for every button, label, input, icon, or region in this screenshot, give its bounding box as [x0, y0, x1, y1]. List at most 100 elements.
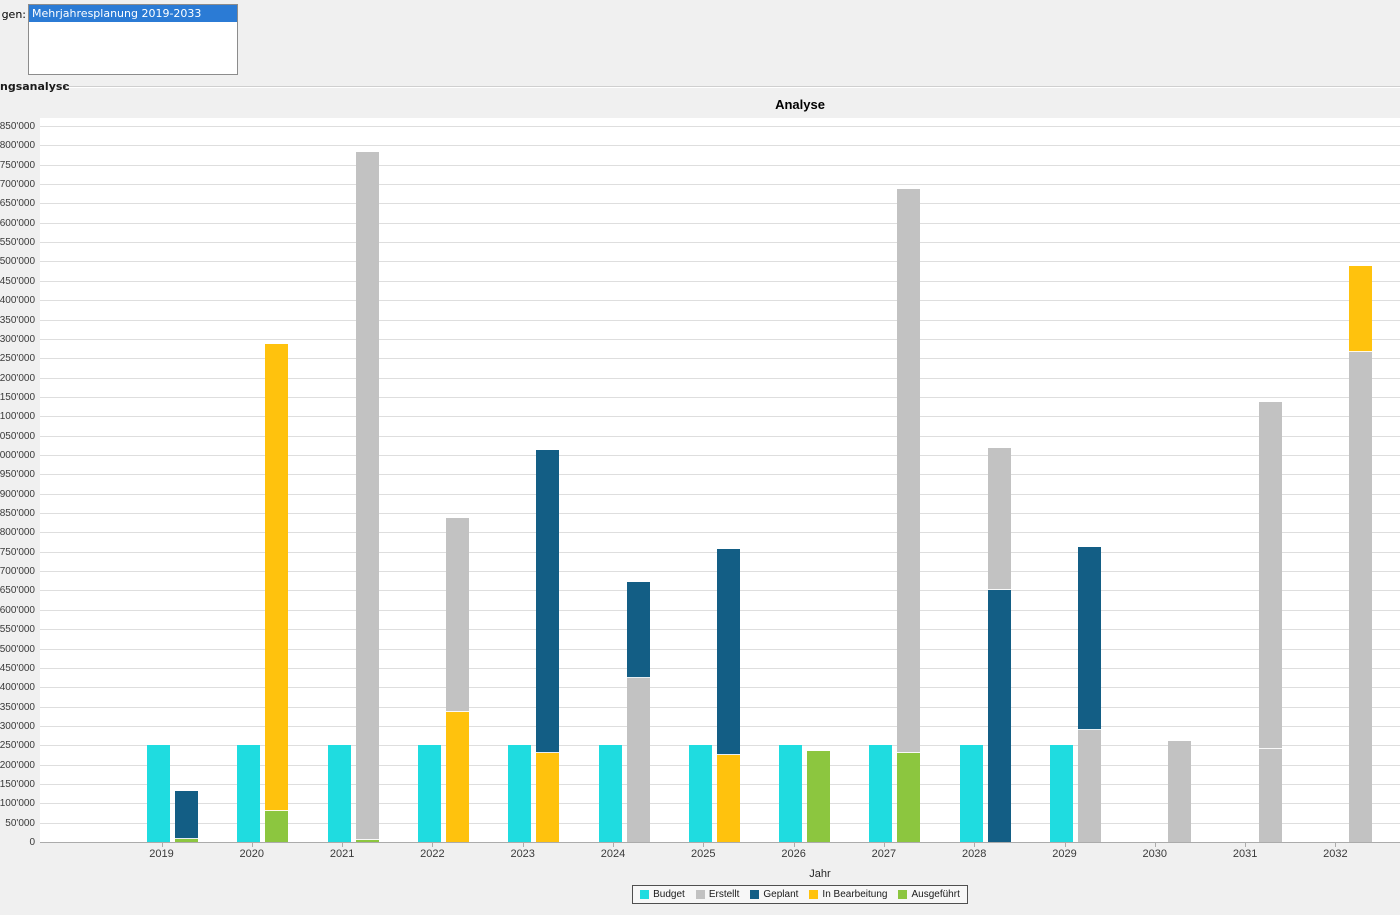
y-tick-label: 550'000: [0, 624, 35, 636]
x-tick-2022: [432, 843, 434, 847]
y-tick-label: 850'000: [0, 508, 35, 520]
y-tick-label: 800'000: [0, 527, 35, 539]
y-tick-label: 300'000: [0, 720, 35, 732]
y-tick-label: 1'050'000: [0, 430, 35, 442]
x-tick-label-2020: 2020: [239, 848, 265, 860]
budget-bar-2029: [1050, 745, 1073, 842]
stack-segment-2027-ausgefuehrt: [897, 752, 921, 842]
legend-label-ausgefuehrt: Ausgeführt: [911, 889, 960, 900]
stack-segment-2023-in-bearbeitung: [536, 752, 560, 842]
budget-bar-2027: [869, 745, 893, 842]
y-tick-label: 1'750'000: [0, 159, 35, 171]
y-tick-label: 0: [29, 837, 35, 848]
y-tick-label: 1'600'000: [0, 217, 35, 229]
y-tick-label: 700'000: [0, 566, 35, 578]
gridline: [40, 358, 1400, 360]
legend-item-ausgefuehrt: Ausgeführt: [898, 889, 960, 900]
y-tick-label: 750'000: [0, 546, 35, 558]
stack-segment-2028-geplant: [987, 590, 1011, 842]
legend-label-in-bearbeitung: In Bearbeitung: [822, 889, 888, 900]
y-tick-label: 400'000: [0, 682, 35, 694]
legend-item-geplant: Geplant: [750, 889, 798, 900]
stack-segment-2022-in-bearbeitung: [445, 712, 469, 842]
legend-item-in-bearbeitung: In Bearbeitung: [809, 889, 887, 900]
budget-bar-2025: [688, 745, 712, 842]
budget-bar-2021: [327, 745, 351, 842]
stack-segment-2021-ausgefuehrt: [355, 840, 379, 842]
gridline: [40, 454, 1400, 456]
x-tick-2028: [974, 843, 976, 847]
y-tick-label: 450'000: [0, 662, 35, 674]
stack-segment-2025-in-bearbeitung: [716, 754, 740, 842]
gridline: [40, 513, 1400, 515]
stack-segment-2022-erstellt: [445, 517, 469, 713]
stack-segment-2032-in-bearbeitung: [1348, 266, 1372, 353]
analysis-chart: Analyse 0 50'000 100'000 150'000 200'000 250'…: [0, 94, 1400, 915]
plan-listbox-item-selected[interactable]: Mehrjahresplanung 2019-2033: [29, 5, 237, 22]
legend-swatch-erstellt: [695, 890, 705, 899]
y-axis-tick-labels: 0 50'000 100'000 150'000 200'000 250'000 300'0…: [0, 118, 38, 855]
y-tick-label: 1'850'000: [0, 121, 35, 132]
y-tick-label: 1'000'000: [0, 449, 35, 461]
legend-box: Budget Erstellt Geplant In Bearbeitung Ausge…: [632, 885, 968, 904]
legend-swatch-budget: [640, 890, 650, 899]
y-tick-label: 150'000: [0, 778, 35, 790]
x-tick-2021: [342, 843, 344, 847]
stack-segment-2024-erstellt: [626, 677, 650, 842]
gridline: [40, 222, 1400, 224]
x-tick-2026: [793, 843, 795, 847]
gridline: [40, 416, 1400, 418]
gridline: [40, 474, 1400, 476]
stack-segment-2019-geplant: [175, 790, 198, 839]
plan-listbox[interactable]: Mehrjahresplanung 2019-2033: [28, 4, 238, 75]
gridline: [40, 145, 1400, 147]
y-tick-label: 100'000: [0, 798, 35, 810]
gridline: [40, 319, 1400, 321]
x-tick-label-2031: 2031: [1232, 848, 1258, 860]
gridline: [40, 164, 1400, 166]
x-tick-label-2022: 2022: [420, 848, 445, 860]
y-tick-label: 600'000: [0, 604, 35, 616]
stack-segment-2031-erstellt: [1258, 749, 1282, 842]
stack-segment-2029-geplant: [1078, 546, 1101, 730]
gridline: [40, 242, 1400, 244]
gridline: [40, 396, 1400, 398]
x-tick-label-2027: 2027: [871, 848, 897, 860]
groupbox-label: ngsanalyse: [0, 80, 70, 93]
stack-segment-2020-in-bearbeitung: [265, 343, 289, 812]
gridline: [40, 377, 1400, 379]
x-tick-2020: [251, 843, 253, 847]
groupbox-border-line: [66, 86, 1400, 88]
x-tick-2023: [522, 843, 524, 847]
y-tick-label: 950'000: [0, 469, 35, 481]
legend-label-budget: Budget: [653, 889, 685, 900]
y-tick-label: 1'700'000: [0, 179, 35, 191]
stack-segment-2031-erstellt: [1258, 401, 1282, 750]
gridline: [40, 338, 1400, 340]
budget-bar-2026: [779, 745, 803, 842]
budget-bar-2023: [508, 745, 532, 842]
x-tick-label-2032: 2032: [1323, 848, 1348, 860]
y-tick-label: 250'000: [0, 740, 35, 752]
y-tick-label: 900'000: [0, 488, 35, 500]
x-tick-label-2028: 2028: [961, 848, 987, 860]
y-tick-label: 200'000: [0, 759, 35, 771]
y-tick-label: 1'300'000: [0, 333, 35, 345]
gridline: [40, 126, 1400, 127]
y-tick-label: 1'550'000: [0, 237, 35, 249]
stack-segment-2026-ausgefuehrt: [807, 751, 831, 842]
stack-segment-2032-erstellt: [1348, 352, 1372, 842]
x-tick-2019: [161, 843, 163, 847]
x-tick-label-2029: 2029: [1052, 848, 1077, 860]
legend-item-budget: Budget: [640, 889, 685, 900]
x-tick-label-2025: 2025: [691, 848, 716, 860]
chart-title: Analyse: [775, 97, 825, 112]
stack-segment-2024-geplant: [626, 581, 650, 678]
y-tick-label: 1'400'000: [0, 295, 35, 307]
stack-segment-2025-geplant: [716, 548, 740, 755]
x-tick-2032: [1335, 843, 1337, 847]
gridline: [40, 435, 1400, 437]
x-tick-label-2019: 2019: [149, 848, 174, 860]
y-tick-label: 50'000: [5, 817, 35, 829]
gridline: [40, 184, 1400, 186]
